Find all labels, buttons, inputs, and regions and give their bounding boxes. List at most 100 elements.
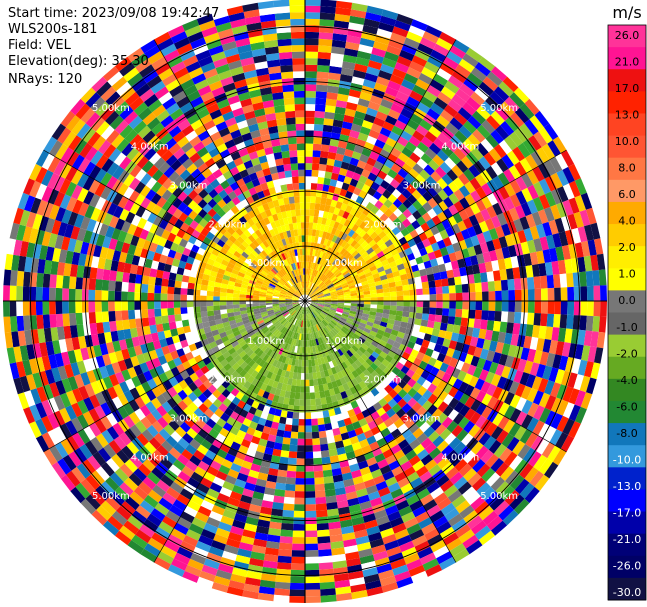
velocity-gate <box>84 440 98 456</box>
velocity-gate <box>293 523 305 531</box>
velocity-gate <box>188 412 200 423</box>
velocity-gate <box>348 347 357 355</box>
velocity-gate <box>406 67 422 79</box>
velocity-gate <box>257 388 265 397</box>
velocity-gate <box>321 259 326 266</box>
velocity-gate <box>335 341 343 349</box>
velocity-gate <box>311 425 319 433</box>
velocity-gate <box>179 488 194 500</box>
velocity-gate <box>313 318 319 325</box>
velocity-gate <box>416 184 427 196</box>
velocity-gate <box>507 311 515 323</box>
velocity-gate <box>457 370 467 382</box>
velocity-gate <box>454 359 465 371</box>
velocity-gate <box>294 305 301 310</box>
velocity-gate <box>192 194 203 205</box>
velocity-gate <box>156 405 168 417</box>
velocity-gate <box>262 405 271 414</box>
velocity-gate <box>463 168 475 182</box>
velocity-gate <box>366 5 384 16</box>
velocity-gate <box>291 318 297 325</box>
velocity-gate <box>114 301 122 311</box>
velocity-gate <box>168 272 177 281</box>
velocity-gate <box>326 502 338 510</box>
velocity-gate <box>488 361 499 374</box>
velocity-gate <box>457 333 466 344</box>
velocity-gate <box>541 143 556 160</box>
velocity-gate <box>16 285 24 301</box>
velocity-gate <box>100 106 115 121</box>
velocity-gate <box>240 287 248 292</box>
velocity-gate <box>412 84 427 97</box>
velocity-gate <box>110 96 125 111</box>
velocity-gate <box>459 266 468 277</box>
velocity-gate <box>495 290 502 301</box>
velocity-gate <box>232 297 240 301</box>
velocity-gate <box>49 204 60 220</box>
velocity-gate <box>359 372 367 381</box>
velocity-gate <box>335 392 343 401</box>
velocity-gate <box>329 179 338 187</box>
velocity-gate <box>466 226 477 238</box>
velocity-gate <box>247 282 255 288</box>
velocity-gate <box>311 229 317 237</box>
velocity-gate <box>534 301 542 314</box>
velocity-gate <box>442 532 459 546</box>
velocity-gate <box>559 314 568 329</box>
velocity-gate <box>158 497 173 511</box>
velocity-gate <box>48 233 58 248</box>
velocity-gate <box>195 173 206 184</box>
velocity-gate <box>272 295 280 299</box>
velocity-gate <box>269 315 277 321</box>
velocity-gate <box>69 264 78 277</box>
velocity-gate <box>147 301 155 310</box>
velocity-gate <box>348 89 362 99</box>
velocity-gate <box>315 271 320 278</box>
velocity-gate <box>310 189 317 197</box>
velocity-gate <box>152 215 163 227</box>
velocity-gate <box>344 234 352 243</box>
velocity-gate <box>383 174 394 185</box>
velocity-gate <box>273 367 280 375</box>
velocity-gate <box>319 265 325 273</box>
velocity-gate <box>163 166 175 178</box>
velocity-gate <box>286 294 293 298</box>
velocity-gate <box>272 352 279 360</box>
velocity-gate <box>298 326 301 334</box>
velocity-gate <box>6 347 16 364</box>
velocity-gate <box>212 193 223 204</box>
velocity-gate <box>396 301 404 307</box>
velocity-gate <box>310 292 316 298</box>
velocity-gate <box>341 182 350 191</box>
velocity-gate <box>363 163 374 173</box>
velocity-gate <box>290 365 295 373</box>
velocity-gate <box>264 318 271 324</box>
velocity-gate <box>178 333 187 342</box>
velocity-gate <box>584 361 594 378</box>
velocity-gate <box>280 334 286 341</box>
velocity-gate <box>90 150 104 166</box>
velocity-gate <box>13 207 24 225</box>
velocity-gate <box>226 304 234 310</box>
velocity-gate <box>185 443 197 455</box>
velocity-gate <box>306 320 308 328</box>
velocity-gate <box>351 362 359 370</box>
velocity-gate <box>23 406 36 424</box>
velocity-gate <box>136 237 146 249</box>
velocity-gate <box>300 379 305 387</box>
velocity-gate <box>235 201 245 211</box>
velocity-gate <box>350 583 367 593</box>
velocity-gate <box>415 124 429 137</box>
velocity-gate <box>243 364 252 373</box>
velocity-gate <box>320 284 327 290</box>
velocity-gate <box>217 199 227 209</box>
velocity-gate <box>345 450 356 460</box>
velocity-gate <box>334 314 341 319</box>
velocity-gate <box>526 417 539 433</box>
velocity-gate <box>124 459 138 473</box>
velocity-gate <box>451 494 467 509</box>
velocity-gate <box>433 359 443 370</box>
velocity-gate <box>350 239 358 248</box>
velocity-gate <box>383 292 391 297</box>
velocity-gate <box>299 392 305 400</box>
